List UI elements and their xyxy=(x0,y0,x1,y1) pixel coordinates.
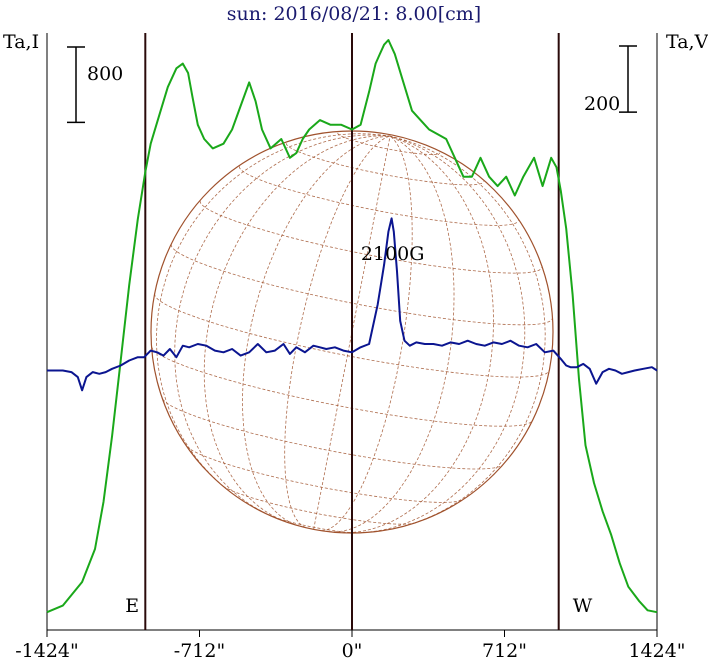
parallel-line xyxy=(199,200,543,274)
meridian-line xyxy=(329,135,455,533)
parallel-line xyxy=(154,293,550,378)
x-tick-label: -1424" xyxy=(15,640,79,662)
parallel-line xyxy=(222,485,414,525)
meridian-line xyxy=(358,135,526,534)
x-axis-ticks: -1424" -712" 0" 712" 1424" xyxy=(15,630,686,662)
parallel-line xyxy=(239,166,519,226)
series-layer xyxy=(46,39,658,614)
y-axis-label-right: Ta,V xyxy=(666,31,708,53)
parallel-line xyxy=(151,346,533,427)
y-axis-label-left: Ta,I xyxy=(3,31,40,53)
limb-marker-label: E xyxy=(125,595,139,617)
scale-bars: 800 200 xyxy=(67,45,637,124)
parallel-line xyxy=(285,143,484,186)
series-line-ta-v xyxy=(47,217,658,392)
meridian-line xyxy=(343,135,494,534)
series-line-ta-i xyxy=(46,39,658,614)
solar-disk xyxy=(150,130,554,534)
parallel-line xyxy=(170,244,553,326)
meridian-line xyxy=(389,135,546,527)
meridian-line xyxy=(156,133,391,493)
meridian-line xyxy=(321,135,413,531)
annotations: 2100G xyxy=(361,243,425,265)
parallel-line xyxy=(337,132,441,155)
meridian-line xyxy=(242,135,391,527)
meridian-line xyxy=(203,135,391,522)
parallel-line xyxy=(186,446,463,503)
x-tick-label: 1424" xyxy=(628,640,685,662)
scale-bar-label: 800 xyxy=(87,63,123,85)
parallel-line xyxy=(162,398,503,470)
meridian-line xyxy=(284,135,391,528)
x-tick-label: 0" xyxy=(342,640,363,662)
limb-marker-label: W xyxy=(573,595,593,617)
chart-title: sun: 2016/08/21: 8.00[cm] xyxy=(226,3,482,25)
annotation-label: 2100G xyxy=(361,243,425,265)
x-tick-label: -712" xyxy=(174,640,225,662)
scale-bar-label: 200 xyxy=(584,93,620,115)
x-tick-label: 712" xyxy=(482,640,527,662)
meridian-line xyxy=(313,136,391,530)
meridian-line xyxy=(174,134,391,517)
parallel-line xyxy=(269,514,361,534)
